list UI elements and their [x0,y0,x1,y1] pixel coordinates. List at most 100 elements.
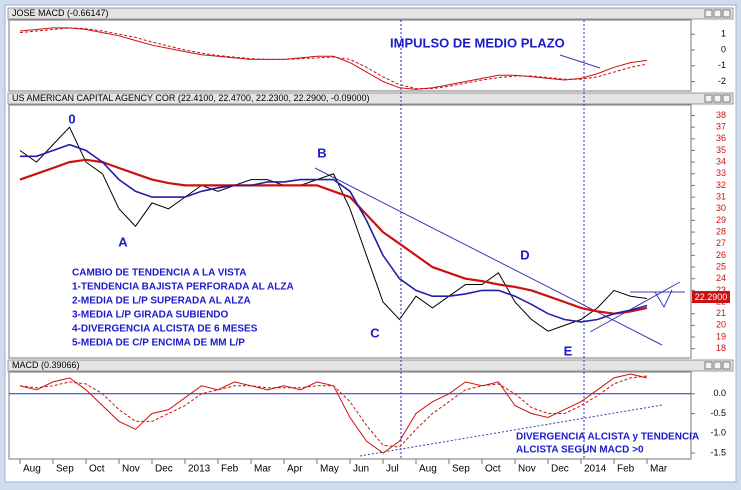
x-tick-label: Jun [353,464,369,475]
title-bar [7,92,734,105]
maximize-button[interactable] [713,361,722,370]
close-button[interactable] [722,361,731,370]
y-tick-label: -2 [718,76,726,86]
y-tick-label: 31 [716,191,726,201]
note-line: DIVERGENCIA ALCISTA y TENDENCIA [516,432,699,443]
y-tick-label: 37 [716,122,726,132]
x-tick-label: Nov [122,464,140,475]
chart-layer: JOSE MACD (-0.66147) 1 0 -1 -2 US AMERICAN CA… [9,8,730,475]
trend-line [359,404,663,457]
x-tick-label: Feb [221,464,239,475]
annotation: IMPULSO DE MEDIO PLAZO [390,35,565,50]
y-tick-label: 30 [716,203,726,213]
y-tick-label: 20 [716,320,726,330]
y-tick-label: -1.0 [710,428,726,438]
note-line: ALCISTA SEGUN MACD >0 [516,445,644,456]
title-bar [7,359,734,372]
y-tick-label: 34 [716,157,726,167]
series-line [19,27,648,90]
maximize-button[interactable] [713,9,722,18]
y-tick-label: 33 [716,168,726,178]
note-line: 5-MEDIA DE C/P ENCIMA DE MM L/P [72,338,245,349]
y-tick-label: 1 [721,29,726,39]
y-tick-label: 18 [716,343,726,353]
note-line: 2-MEDIA DE L/P SUPERADA AL ALZA [72,296,251,307]
x-tick-label: Sep [452,464,470,475]
series-line [19,126,648,332]
maximize-button[interactable] [713,94,722,103]
y-tick-label: -1 [718,60,726,70]
x-tick-label: 2013 [188,464,211,475]
price-label: 22.2900 [695,292,728,302]
note-line: 4-DIVERGENCIA ALCISTA DE 6 MESES [72,324,258,335]
trend-lines [314,54,685,457]
y-tick-label: 19 [716,331,726,341]
note-line: 3-MEDIA L/P GIRADA SUBIENDO [72,310,229,321]
vertical-markers [400,20,585,459]
y-tick-label: 38 [716,110,726,120]
y-tick-label: 0 [721,44,726,54]
series-line [19,27,648,90]
window-frame [4,4,737,483]
y-tick-label: 24 [716,273,726,283]
y-tick-label: 27 [716,238,726,248]
y-tick-label: 25 [716,261,726,271]
wave-label: C [370,325,380,340]
series-line [19,158,648,315]
pane-title-bars [7,7,734,372]
title-bar [7,7,734,20]
x-tick-label: Feb [617,464,635,475]
x-tick-label: 2014 [584,464,607,475]
x-tick-label: Aug [419,464,437,475]
series-line [20,143,648,323]
close-button[interactable] [722,94,731,103]
y-tick-label: -0.5 [710,408,726,418]
x-tick-label: Nov [518,464,536,475]
minimize-button[interactable] [704,94,713,103]
x-tick-label: May [320,464,339,475]
pane-title: MACD (0.39066) [12,360,80,370]
y-tick-label: 28 [716,226,726,236]
y-tick-label: 0.0 [713,388,726,398]
wave-label: A [118,234,128,249]
x-tick-label: Sep [56,464,74,475]
wave-label: E [564,343,573,358]
series-line [19,375,648,448]
y-tick-label: 26 [716,250,726,260]
x-tick-label: Mar [254,464,272,475]
wave-label: B [317,145,326,160]
plot-border [8,104,692,359]
x-tick-label: Mar [650,464,668,475]
price-label-box [692,291,730,303]
y-tick-label: -1.5 [710,447,726,457]
pane-title: JOSE MACD (-0.66147) [12,8,109,18]
x-tick-label: Aug [23,464,41,475]
y-tick-label: 32 [716,180,726,190]
y-tick-label: 29 [716,215,726,225]
trend-line [589,281,681,333]
wave-label: D [520,247,529,262]
x-tick-label: Dec [155,464,173,475]
y-tick-label: 21 [716,308,726,318]
plot-border [8,19,692,92]
note-line: 1-TENDENCIA BAJISTA PERFORADA AL ALZA [72,282,294,293]
note-line: CAMBIO DE TENDENCIA A LA VISTA [72,268,246,279]
minimize-button[interactable] [704,9,713,18]
x-tick-label: Oct [89,464,105,475]
trend-line [314,167,663,346]
minimize-button[interactable] [704,361,713,370]
wave-label: 0 [68,111,75,126]
check-mark [654,289,673,309]
close-button[interactable] [722,9,731,18]
x-tick-label: Apr [287,464,303,475]
x-tick-label: Dec [551,464,569,475]
x-tick-label: Oct [485,464,501,475]
x-tick-label: Jul [386,464,399,475]
pane-title: US AMERICAN CAPITAL AGENCY COR (22.4100,… [12,93,370,103]
trend-line [559,54,601,69]
y-tick-label: 36 [716,133,726,143]
y-tick-label: 35 [716,145,726,155]
y-tick-label: 23 [716,285,726,295]
